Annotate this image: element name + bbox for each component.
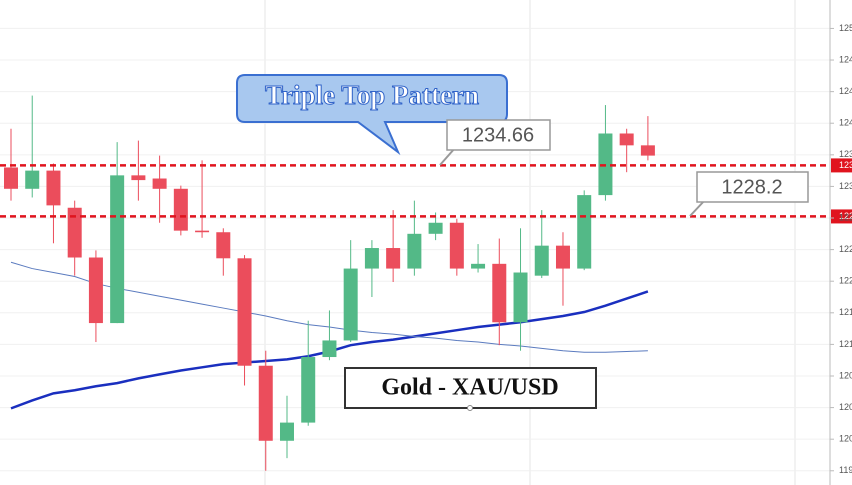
callout-pointer xyxy=(439,147,456,166)
level-callout-label: 1234.66 xyxy=(462,124,534,146)
y-tick-label: 1240 xyxy=(839,118,852,128)
y-tick-label: 1212 xyxy=(839,339,852,349)
candle-body xyxy=(195,230,210,233)
level-tag xyxy=(831,158,852,173)
candle-body xyxy=(619,133,634,146)
candle-body xyxy=(88,257,103,324)
candle-body xyxy=(555,245,570,269)
y-tick-label: 1244 xyxy=(839,86,852,96)
candle-body xyxy=(322,340,337,358)
y-tick-label: 1220 xyxy=(839,276,852,286)
anchor-dot xyxy=(467,405,473,411)
y-tick-label: 1216 xyxy=(839,307,852,317)
h-grid xyxy=(0,27,830,472)
candle-body xyxy=(110,175,125,324)
candles xyxy=(4,95,655,471)
candle-body xyxy=(216,232,231,259)
y-tick-label: 1200 xyxy=(839,434,852,444)
candle-body xyxy=(471,263,486,269)
chart-title: Gold - XAU/USD xyxy=(381,375,558,401)
candle-body xyxy=(279,422,294,441)
annotations: Triple Top Pattern 1234.66 1228.2 Gold -… xyxy=(236,74,809,411)
y-tick-label: 1204 xyxy=(839,402,852,412)
levels: 1234.66 1228.2 xyxy=(0,158,852,224)
y-tick-label: 1224 xyxy=(839,244,852,254)
candle-body xyxy=(640,145,655,156)
y-tick-label: 1228 xyxy=(839,212,852,222)
candle-body xyxy=(343,268,358,341)
y-tick-label: 1208 xyxy=(839,370,852,380)
y-tick-label: 1232 xyxy=(839,181,852,191)
candle-body xyxy=(237,258,252,366)
candle-body xyxy=(513,272,528,323)
level-callout-box xyxy=(446,119,551,151)
candle-body xyxy=(577,195,592,269)
price-axis: 1196 1200 1204 1208 1212 1216 1220 1224 1228 1232… xyxy=(830,23,852,475)
y-tick-label: 1196 xyxy=(839,465,852,475)
candle-body xyxy=(534,245,549,276)
level-callout-label: 1228.2 xyxy=(721,176,782,198)
candle-body xyxy=(25,170,40,189)
candle-body xyxy=(407,233,422,269)
pattern-callout-box xyxy=(236,74,508,156)
candle-body xyxy=(46,170,61,206)
candle-body xyxy=(258,365,273,441)
y-tick-label: 1236 xyxy=(839,149,852,159)
candle-body xyxy=(4,167,18,189)
candle-body xyxy=(428,222,443,234)
level-tag-label: 1228.2 xyxy=(839,211,852,221)
candle-body xyxy=(386,248,401,269)
y-tick-label: 1252 xyxy=(839,23,852,33)
candle-body xyxy=(152,178,167,189)
level-callout-box xyxy=(696,171,809,203)
pattern-label: Triple Top Pattern xyxy=(265,80,479,110)
candle-body xyxy=(492,263,507,323)
candle-body xyxy=(131,175,146,181)
candle-body xyxy=(364,248,379,269)
level-tag xyxy=(831,209,852,224)
level-tag-label: 1234.66 xyxy=(839,160,852,170)
candle-body xyxy=(173,188,188,231)
candle-body xyxy=(67,207,82,258)
candle-body xyxy=(449,222,464,269)
y-tick-label: 1248 xyxy=(839,54,852,64)
candle-body xyxy=(301,357,316,423)
